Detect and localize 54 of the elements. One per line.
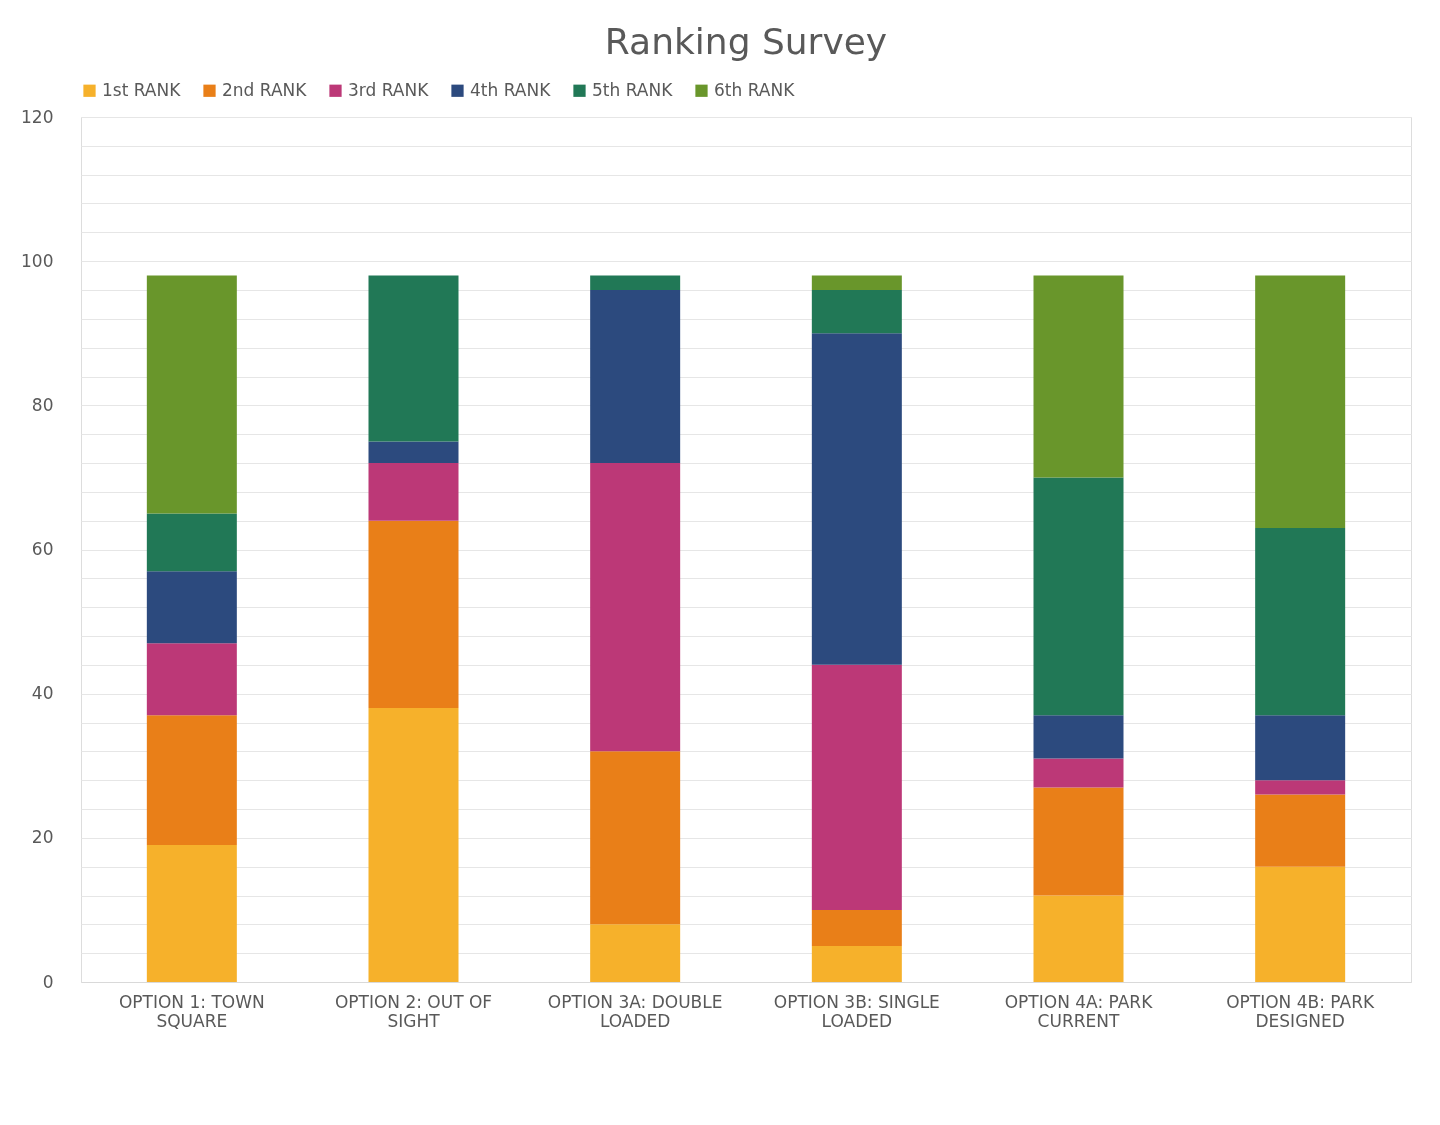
bar xyxy=(146,513,237,572)
bar xyxy=(811,333,902,665)
y-tick-label: 80 xyxy=(31,394,54,415)
bar xyxy=(811,275,902,290)
x-tick-label: OPTION 3A: DOUBLE LOADED xyxy=(547,991,723,1031)
bar xyxy=(1033,715,1124,759)
bar xyxy=(590,463,681,752)
x-tick-label: OPTION 4A: PARK CURRENT xyxy=(1004,991,1154,1031)
legend-label: 6th RANK xyxy=(714,79,796,100)
bar xyxy=(1033,275,1124,478)
legend-label: 4th RANK xyxy=(470,79,552,100)
x-tick-label: OPTION 3B: SINGLE LOADED xyxy=(773,991,940,1031)
bar xyxy=(811,664,902,910)
bar xyxy=(1033,787,1124,896)
bar xyxy=(368,275,459,442)
bar xyxy=(1255,780,1346,795)
bar xyxy=(146,715,237,846)
y-tick-label: 100 xyxy=(21,250,54,271)
bar xyxy=(146,845,237,982)
bar xyxy=(1033,895,1124,982)
x-tick-label: OPTION 2: OUT OF SIGHT xyxy=(334,991,493,1031)
bar xyxy=(146,571,237,644)
bar xyxy=(590,751,681,925)
bar xyxy=(811,945,902,982)
bar xyxy=(1255,866,1346,982)
legend-label: 1st RANK xyxy=(102,79,182,100)
bar xyxy=(1033,758,1124,788)
y-tick-label: 40 xyxy=(31,683,54,704)
y-tick-label: 60 xyxy=(31,539,54,559)
bar xyxy=(368,463,459,521)
bar xyxy=(590,275,681,290)
y-tick-label: 0 xyxy=(42,971,54,992)
bar xyxy=(590,924,681,982)
x-tick-label: OPTION 1: TOWN SQUARE xyxy=(118,991,265,1031)
bar xyxy=(368,441,459,463)
x-tick-label: OPTION 4B: PARK DESIGNED xyxy=(1226,991,1375,1031)
bar xyxy=(1255,275,1346,528)
legend-label: 5th RANK xyxy=(592,79,674,100)
chart-title: Ranking Survey xyxy=(604,21,888,62)
bar xyxy=(1255,527,1346,716)
legend-label: 2nd RANK xyxy=(222,79,308,100)
bar xyxy=(368,708,459,982)
bar xyxy=(1255,794,1346,867)
y-tick-label: 20 xyxy=(31,827,54,848)
bar xyxy=(1255,715,1346,781)
bar xyxy=(146,275,237,514)
bar xyxy=(811,290,902,334)
y-tick-label: 120 xyxy=(21,106,54,127)
bar xyxy=(811,909,902,946)
bar xyxy=(146,643,237,716)
bar xyxy=(1033,477,1124,716)
bar xyxy=(590,290,681,463)
bar xyxy=(368,520,459,709)
legend-label: 3rd RANK xyxy=(348,79,430,100)
